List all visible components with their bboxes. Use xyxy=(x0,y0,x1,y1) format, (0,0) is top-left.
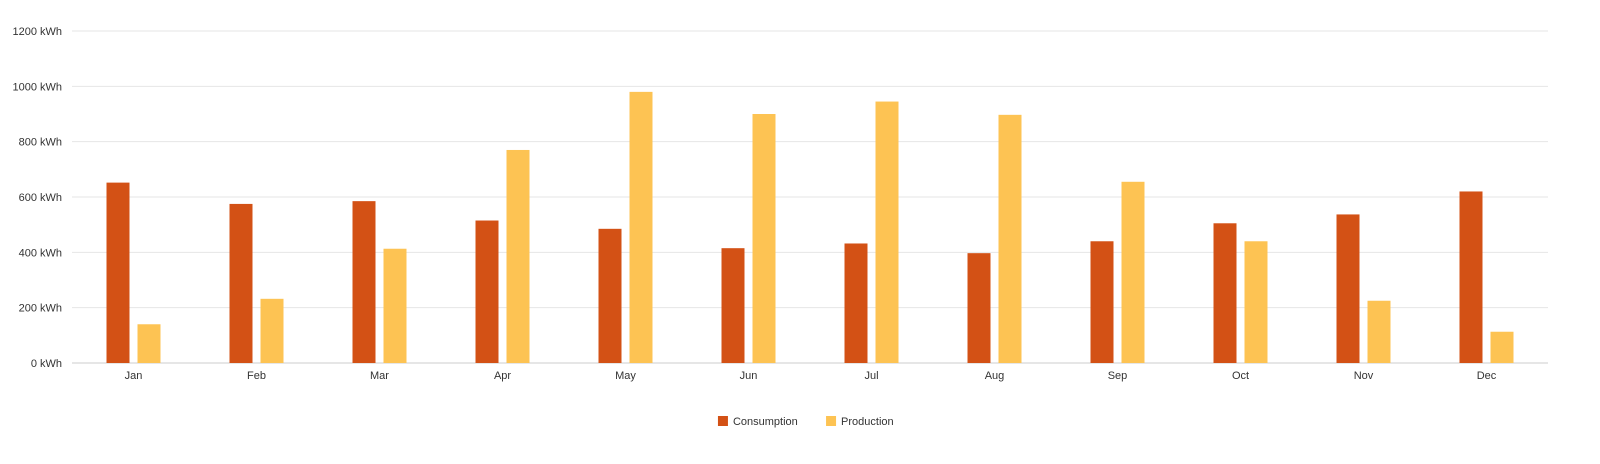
bars xyxy=(106,91,1514,364)
bar-production-sep[interactable] xyxy=(1121,181,1145,363)
x-tick-label: Mar xyxy=(370,370,389,382)
bar-consumption-feb[interactable] xyxy=(229,203,253,363)
bar-consumption-jul[interactable] xyxy=(844,243,868,363)
y-tick-label: 1200 kWh xyxy=(12,26,62,38)
bar-production-oct[interactable] xyxy=(1244,241,1268,363)
legend-label: Production xyxy=(841,416,894,428)
bar-production-may[interactable] xyxy=(629,91,653,363)
legend-swatch xyxy=(826,416,837,426)
x-tick-label: Nov xyxy=(1354,370,1374,382)
bar-consumption-nov[interactable] xyxy=(1336,214,1360,363)
bar-consumption-apr[interactable] xyxy=(475,220,499,363)
legend-swatch xyxy=(717,416,728,426)
x-tick-label: Feb xyxy=(247,370,266,382)
legend[interactable]: Consumption Production xyxy=(717,416,894,428)
x-tick-label: Dec xyxy=(1477,370,1497,382)
y-tick-label: 0 kWh xyxy=(31,358,62,370)
bar-production-aug[interactable] xyxy=(998,114,1022,363)
y-tick-label: 800 kWh xyxy=(19,137,62,149)
bar-production-jan[interactable] xyxy=(137,324,161,363)
x-tick-label: Apr xyxy=(494,370,511,382)
x-tick-label: Aug xyxy=(985,370,1005,382)
bar-consumption-may[interactable] xyxy=(598,228,622,363)
x-tick-label: Oct xyxy=(1232,370,1249,382)
bar-consumption-aug[interactable] xyxy=(967,253,991,363)
y-tick-label: 400 kWh xyxy=(19,247,62,259)
x-tick-label: Jul xyxy=(864,370,878,382)
bar-consumption-sep[interactable] xyxy=(1090,241,1114,363)
y-tick-label: 1000 kWh xyxy=(12,81,62,93)
y-tick-label: 200 kWh xyxy=(19,303,62,315)
y-axis-ticks: 0 kWh 200 kWh 400 kWh 600 kWh 800 kWh 1000 kW… xyxy=(12,26,62,370)
bar-production-nov[interactable] xyxy=(1367,300,1391,363)
bar-production-dec[interactable] xyxy=(1490,331,1514,363)
bar-production-mar[interactable] xyxy=(383,248,407,363)
x-tick-label: Jan xyxy=(125,370,143,382)
bar-consumption-jun[interactable] xyxy=(721,248,745,363)
x-tick-label: Jun xyxy=(740,370,758,382)
bar-production-jun[interactable] xyxy=(752,114,776,363)
bar-consumption-dec[interactable] xyxy=(1459,191,1483,363)
x-tick-label: Sep xyxy=(1108,370,1128,382)
bar-production-feb[interactable] xyxy=(260,298,284,363)
legend-item-production[interactable]: Production xyxy=(826,416,894,428)
legend-label: Consumption xyxy=(733,416,798,428)
bar-consumption-jan[interactable] xyxy=(106,182,130,363)
bar-consumption-mar[interactable] xyxy=(352,201,376,363)
bar-consumption-oct[interactable] xyxy=(1213,223,1237,363)
y-tick-label: 600 kWh xyxy=(19,192,62,204)
legend-item-consumption[interactable]: Consumption xyxy=(717,416,798,428)
grid-lines xyxy=(72,30,1548,364)
x-axis-ticks: Jan Feb Mar Apr May Jun Jul Aug Sep Oct Nov Dec xyxy=(125,370,1497,382)
x-tick-label: May xyxy=(615,370,636,382)
bar-production-apr[interactable] xyxy=(506,149,530,363)
bar-production-jul[interactable] xyxy=(875,101,899,364)
